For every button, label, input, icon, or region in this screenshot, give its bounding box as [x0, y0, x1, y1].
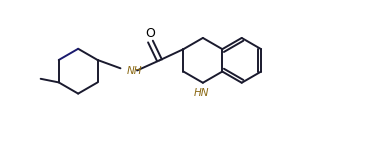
Text: O: O [146, 27, 156, 40]
Text: HN: HN [193, 88, 209, 98]
Text: NH: NH [127, 66, 142, 76]
